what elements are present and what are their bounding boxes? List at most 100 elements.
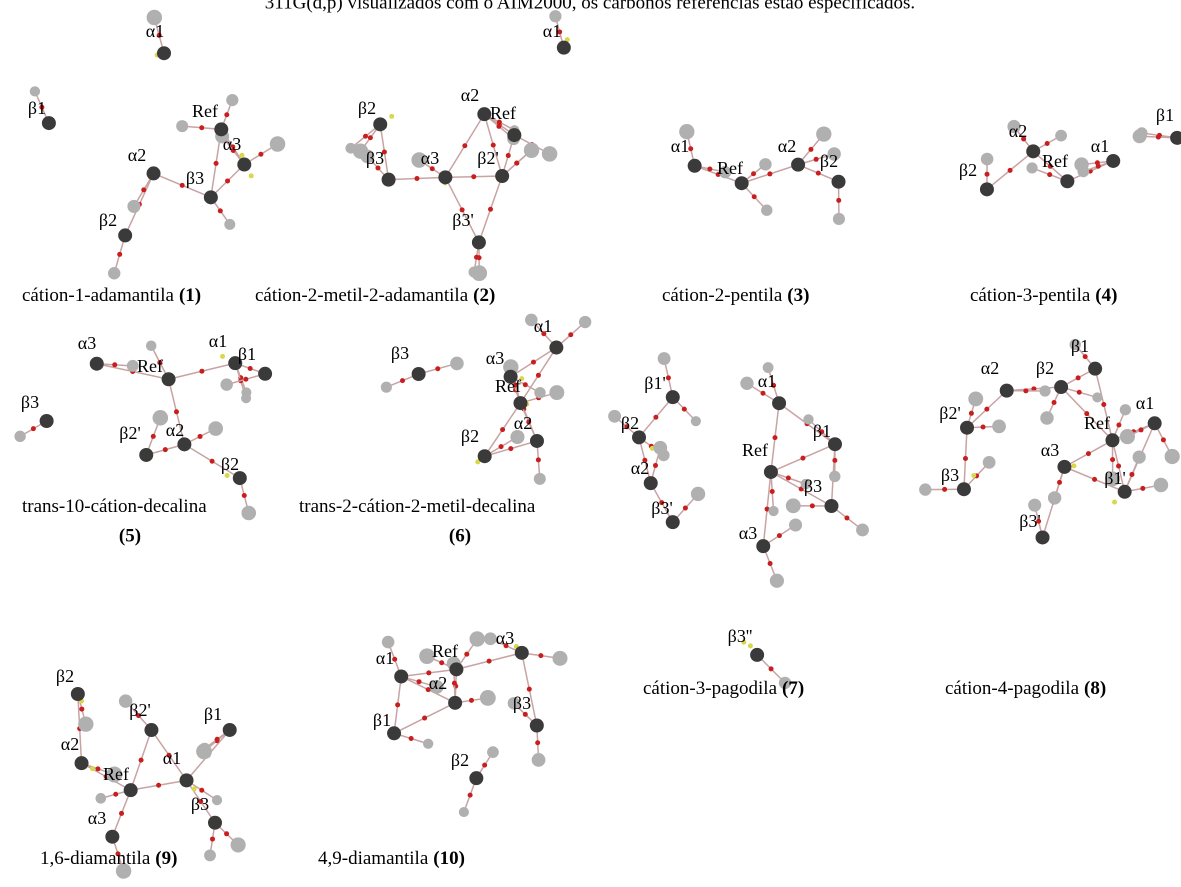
bond-critical-point <box>969 411 974 416</box>
carbon <box>495 169 509 183</box>
atom-label: α2 <box>778 136 796 156</box>
ring-critical-point <box>389 114 394 119</box>
hydrogen <box>534 473 546 485</box>
panel-name: cátion-4-pagodila <box>945 678 1080 699</box>
bond-critical-point <box>422 716 427 721</box>
carbon <box>373 117 387 131</box>
bond-critical-point <box>832 458 837 463</box>
bond-critical-point <box>224 112 229 117</box>
atom-label: α3 <box>739 523 757 543</box>
carbon <box>180 773 194 787</box>
hydrogen <box>579 316 591 328</box>
bond-critical-point <box>538 653 543 658</box>
hydrogen <box>146 340 157 351</box>
bond-critical-point <box>156 783 161 788</box>
hydrogen <box>382 636 395 649</box>
atom-label: α1 <box>671 136 689 156</box>
hydrogen <box>919 483 931 495</box>
carbon <box>90 357 104 371</box>
bond-critical-point <box>248 366 253 371</box>
bond-critical-point <box>1086 451 1091 456</box>
hydrogen <box>487 746 499 758</box>
hydrogen <box>981 153 994 166</box>
hydrogen <box>1120 404 1131 415</box>
hydrogen <box>1026 162 1037 173</box>
bond-critical-point <box>151 434 156 439</box>
panel-number: (2) <box>473 285 495 306</box>
bond-critical-point <box>199 125 204 130</box>
atom-label: α2 <box>981 358 999 378</box>
atom-label: Ref <box>432 641 458 661</box>
hydrogen <box>199 743 211 755</box>
atom-label: α3 <box>421 148 439 168</box>
bond-critical-point <box>536 457 541 462</box>
bond-critical-point <box>117 252 122 257</box>
bond-critical-point <box>683 506 688 511</box>
atom-label: Ref <box>103 764 129 784</box>
atom-label: α3 <box>88 808 106 828</box>
atom-label: α1 <box>209 331 227 351</box>
bond-critical-point <box>786 475 791 480</box>
carbon <box>105 830 119 844</box>
hydrogen <box>770 574 784 588</box>
hydrogen <box>1133 129 1147 143</box>
atom-label: α1 <box>758 371 776 391</box>
atom-label: β2 <box>99 210 117 230</box>
bond-critical-point <box>653 463 658 468</box>
bond-critical-point <box>452 681 457 686</box>
carbon <box>1105 433 1119 447</box>
bond-critical-point <box>508 446 513 451</box>
bond-critical-point <box>141 187 146 192</box>
carbon <box>237 158 251 172</box>
bond-critical-point <box>773 435 778 440</box>
bond-critical-point <box>1110 457 1115 462</box>
bond-critical-point <box>242 493 247 498</box>
bond-critical-point <box>414 176 419 181</box>
hydrogen <box>789 519 802 532</box>
atom-label: α1 <box>534 316 552 336</box>
hydrogen <box>381 382 392 393</box>
carbon <box>549 341 563 355</box>
bond-critical-point <box>491 143 496 148</box>
ring-critical-point <box>192 786 197 791</box>
carbon <box>750 648 764 662</box>
bond-critical-point <box>1101 402 1106 407</box>
atom-label: β1 <box>1071 336 1089 356</box>
carbon <box>1057 460 1071 474</box>
hydrogen <box>856 524 869 537</box>
bond-critical-point <box>1116 423 1121 428</box>
carbon <box>124 783 138 797</box>
carbon <box>162 372 176 386</box>
bond-critical-point <box>224 831 229 836</box>
carbon <box>1088 362 1102 376</box>
carbon <box>507 128 521 142</box>
bond-critical-point <box>363 134 368 139</box>
atom-label: α1 <box>1136 393 1154 413</box>
atom-label: β2 <box>358 98 376 118</box>
atom-label: α1 <box>1091 136 1109 156</box>
hydrogen <box>740 377 753 390</box>
atom-label: β1 <box>204 704 222 724</box>
bond-critical-point <box>139 758 144 763</box>
atom-label: β1' <box>1104 468 1125 488</box>
bond-critical-point <box>95 766 100 771</box>
carbon <box>258 367 272 381</box>
bond-critical-point <box>163 447 168 452</box>
hydrogen <box>226 94 238 106</box>
bond-critical-point <box>218 208 223 213</box>
bond-critical-point <box>1077 390 1082 395</box>
atom-label: α3 <box>78 333 96 353</box>
carbon <box>1060 174 1074 188</box>
bond-critical-point <box>462 143 467 148</box>
atom-label: β3' <box>651 498 672 518</box>
atom-label: α3 <box>223 134 241 154</box>
bond-critical-point <box>536 373 541 378</box>
hydrogen <box>204 849 216 861</box>
bond-critical-point <box>963 456 968 461</box>
panel-caption: trans-2-cátion-2-metil-decalina <box>299 496 536 517</box>
carbon <box>1054 380 1068 394</box>
hydrogen <box>1154 478 1169 493</box>
atom-label: β2 <box>1036 358 1054 378</box>
atom-label: Ref <box>192 101 218 121</box>
hydrogen <box>212 795 222 805</box>
